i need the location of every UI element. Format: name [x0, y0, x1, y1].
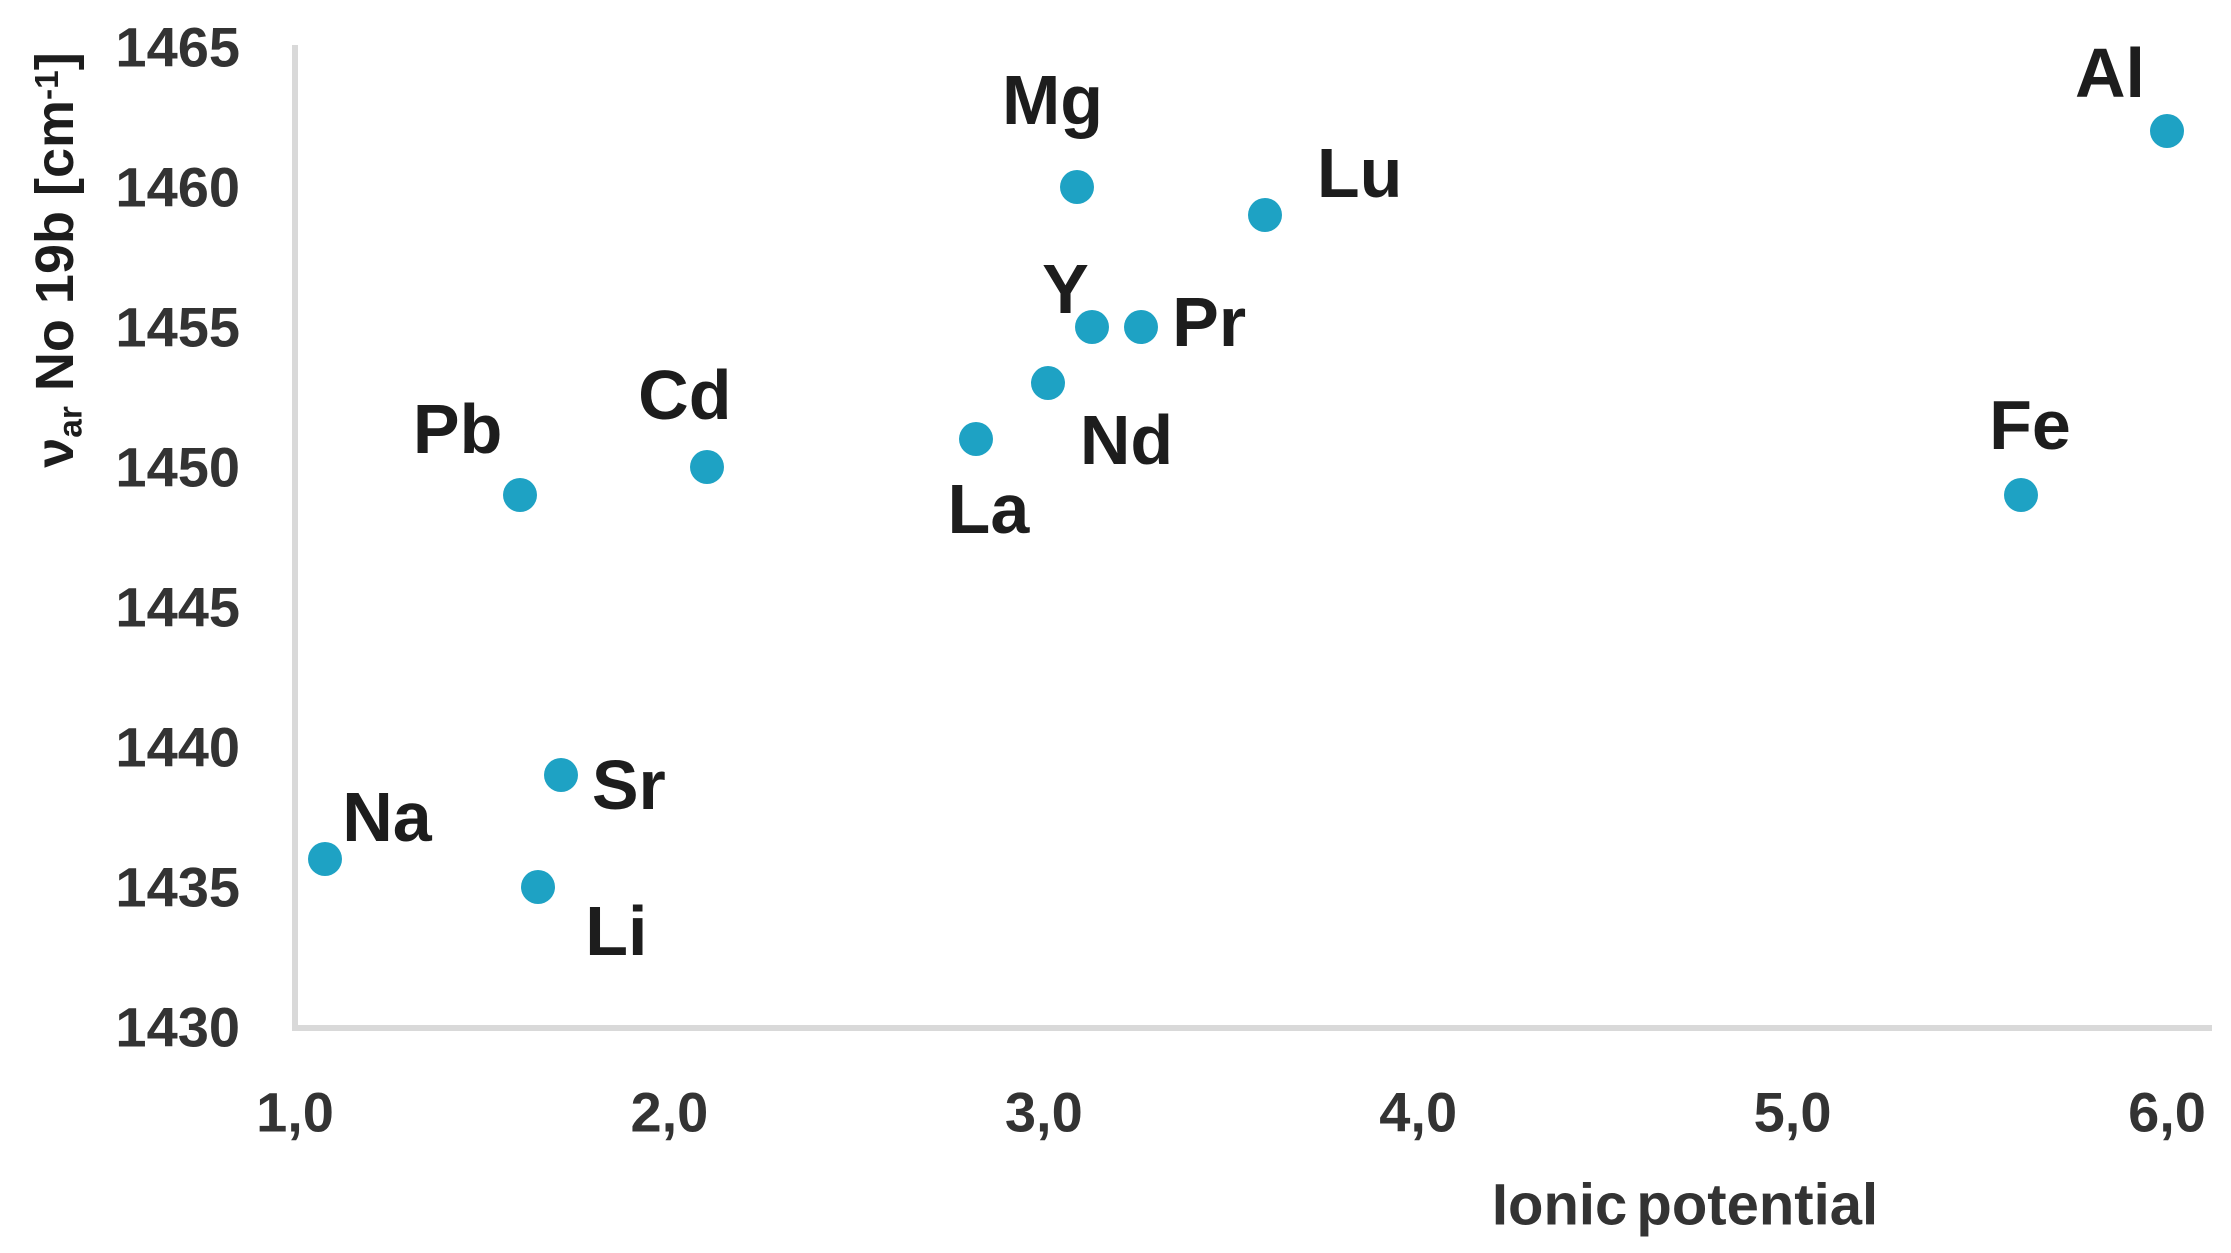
data-point	[502, 478, 537, 512]
data-point	[543, 758, 578, 792]
x-tick-label: 4,0	[1379, 1080, 1458, 1144]
point-label: Fe	[1989, 386, 2071, 464]
data-point	[2150, 114, 2184, 148]
y-tick-label: 1460	[115, 155, 240, 219]
x-tick-label: 5,0	[1753, 1080, 1832, 1144]
data-point	[1124, 310, 1159, 344]
point-label: Cd	[638, 356, 732, 434]
x-tick-label: 3,0	[1004, 1080, 1083, 1144]
y-tick-label: 1450	[115, 435, 240, 499]
point-label: Lu	[1316, 134, 1403, 212]
y-tick-label: 1455	[115, 295, 240, 359]
point-label: Na	[342, 778, 432, 856]
point-label: Nd	[1079, 401, 1174, 479]
point-label: Y	[1042, 250, 1089, 328]
point-label: Sr	[591, 746, 666, 824]
y-axis-title-subscript: ar	[52, 406, 90, 438]
data-point	[2003, 478, 2038, 512]
x-tick-label: 1,0	[256, 1080, 334, 1144]
y-axis-title-middle: No 19b [cm	[25, 100, 86, 407]
y-tick-label: 1440	[115, 715, 240, 779]
y-tick-label: 1445	[115, 575, 240, 639]
y-axis-line	[292, 45, 298, 1028]
point-label: Pr	[1172, 283, 1247, 361]
point-label: Pb	[412, 390, 503, 468]
data-point	[959, 422, 994, 456]
data-point	[689, 450, 724, 484]
data-point	[307, 842, 342, 876]
x-tick-label: 2,0	[630, 1080, 709, 1144]
data-point	[521, 870, 556, 904]
data-point	[1060, 170, 1095, 204]
y-axis-title: νar No 19b [cm-1]	[18, 45, 89, 475]
data-point	[1030, 366, 1065, 400]
y-tick-label: 1465	[115, 15, 240, 79]
y-tick-label: 1430	[115, 995, 240, 1059]
x-axis-title: Ionic potential	[1491, 1172, 1879, 1238]
point-label: Al	[2075, 34, 2145, 112]
data-point	[1247, 198, 1282, 232]
point-label: Li	[585, 892, 648, 970]
x-tick-label: 6,0	[2128, 1080, 2206, 1144]
point-label: La	[947, 470, 1030, 548]
data-point	[1075, 310, 1110, 344]
point-label: Mg	[1001, 61, 1104, 139]
y-tick-label: 1435	[115, 855, 240, 919]
x-axis-line	[292, 1025, 2212, 1031]
